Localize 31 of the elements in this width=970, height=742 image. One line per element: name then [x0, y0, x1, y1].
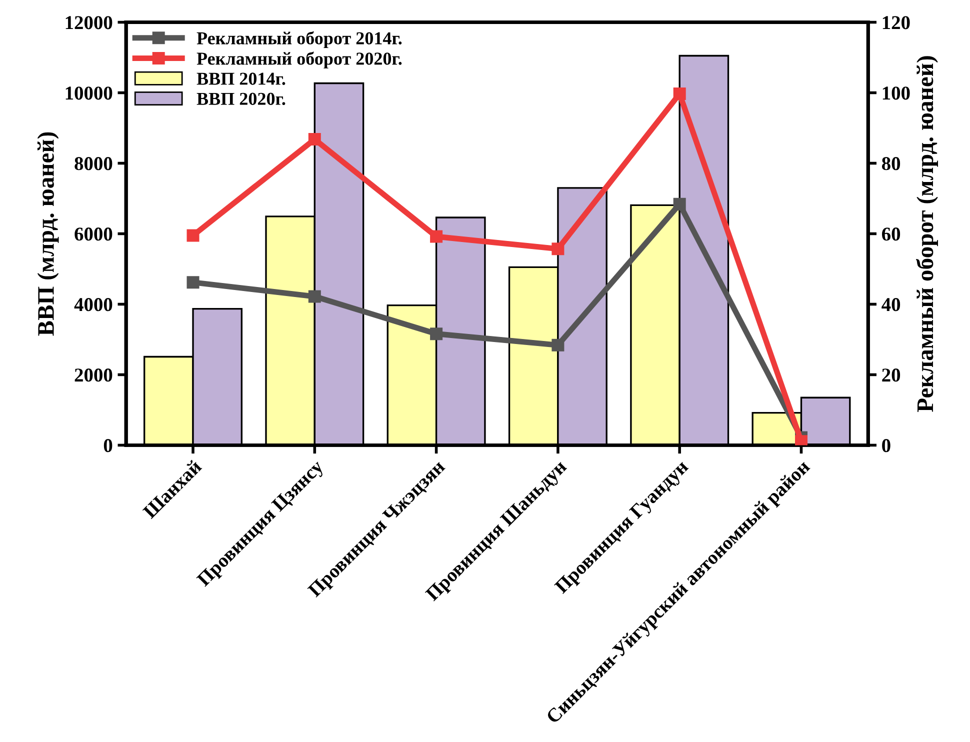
y2-tick-label: 0 — [882, 439, 890, 452]
point — [794, 435, 808, 446]
point — [430, 328, 443, 340]
y-tick-label: 6000 — [74, 228, 112, 241]
y2-tick-label: 60 — [882, 228, 900, 241]
legend-label: Рекламный оборот 2014г. — [196, 31, 402, 48]
y-axis-title: ВВП (млрд. юаней) — [37, 132, 59, 336]
y-tick-label: 0 — [104, 439, 112, 452]
y-tick-label: 4000 — [74, 298, 112, 312]
y-tick-label: 10000 — [66, 86, 112, 100]
y-tick-label: 2000 — [74, 368, 112, 382]
y2-tick-label: 100 — [882, 86, 910, 100]
point — [308, 290, 321, 303]
legend-label: ВВП 2020г. — [196, 92, 286, 106]
y2-tick-label: 40 — [882, 298, 900, 312]
y2-tick-label: 20 — [882, 368, 900, 382]
point — [186, 276, 200, 289]
point — [673, 88, 686, 100]
y2-tick-label: 120 — [882, 16, 910, 30]
point — [430, 230, 443, 243]
legend-label: Рекламный оборот 2020г. — [196, 52, 402, 68]
point — [552, 338, 564, 352]
point — [673, 198, 686, 210]
point — [308, 133, 321, 146]
y-tick-label: 12000 — [66, 16, 112, 30]
point — [186, 229, 200, 242]
y2-axis-title: Рекламный оборот (млрд. юаней) — [916, 56, 938, 412]
y2-tick-label: 80 — [882, 157, 900, 170]
legend-label: ВВП 2014г. — [196, 72, 286, 85]
point — [552, 242, 564, 256]
y-tick-label: 8000 — [74, 157, 112, 170]
